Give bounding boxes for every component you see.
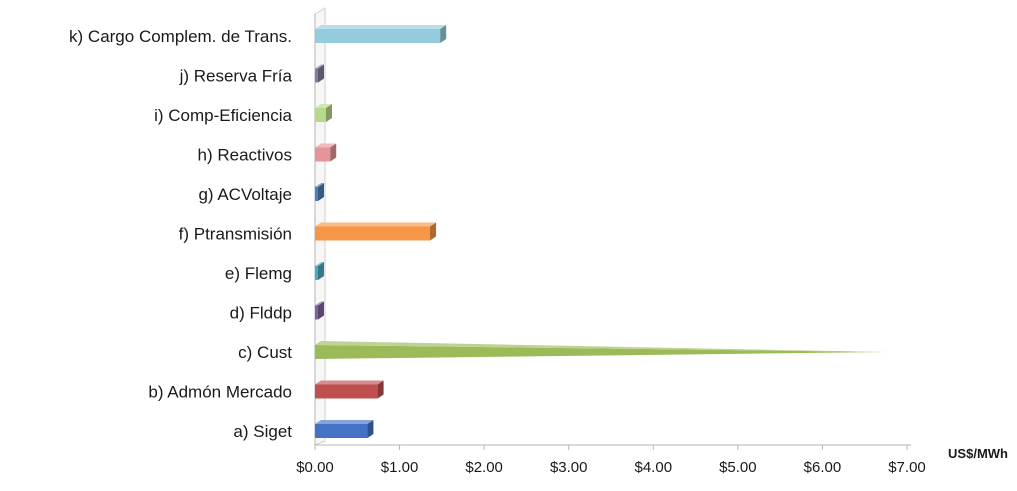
bar-front: [315, 29, 440, 43]
bar-top: [315, 420, 373, 424]
bar-front: [315, 227, 430, 241]
x-tick-label: $7.00: [888, 459, 926, 476]
category-label: f) Ptransmisión: [179, 225, 292, 244]
bar: [315, 420, 373, 438]
bar-front: [315, 187, 318, 201]
bar: [315, 25, 446, 43]
category-label: h) Reactivos: [198, 146, 292, 165]
category-label: c) Cust: [238, 343, 292, 362]
bar-front: [315, 385, 378, 399]
bar-front: [315, 266, 318, 280]
x-tick-label: $3.00: [550, 459, 588, 476]
bar: [315, 144, 336, 162]
bars-layer: [315, 25, 886, 438]
bar: [315, 381, 384, 399]
bar: [315, 104, 332, 122]
bar-front: [315, 306, 318, 320]
category-label: k) Cargo Complem. de Trans.: [69, 27, 292, 46]
category-label: d) Flddp: [230, 304, 292, 323]
category-labels: a) Siget b) Admón Mercado c) Cust d) Flddp e…: [69, 27, 293, 441]
x-tick-label: $2.00: [465, 459, 503, 476]
bar-top: [315, 381, 384, 385]
x-tick-label: $6.00: [804, 459, 842, 476]
category-label: i) Comp-Eficiencia: [154, 106, 292, 125]
bar-top: [315, 223, 436, 227]
bar-front: [315, 424, 367, 438]
bar-front: [315, 108, 326, 122]
category-label: b) Admón Mercado: [148, 383, 292, 402]
x-tick-label: $1.00: [381, 459, 419, 476]
bar-top: [315, 25, 446, 29]
category-label: a) Siget: [233, 422, 292, 441]
bar: [315, 223, 436, 241]
bar-front: [315, 148, 330, 162]
x-tick-labels: $0.00 $1.00 $2.00 $3.00 $4.00 $5.00 $6.00 $7.00: [296, 445, 926, 476]
x-tick-label: $4.00: [635, 459, 673, 476]
category-label: j) Reserva Fría: [179, 67, 293, 86]
x-tick-label: $0.00: [296, 459, 334, 476]
bar-front: [315, 69, 318, 83]
category-label: g) ACVoltaje: [198, 185, 292, 204]
category-label: e) Flemg: [225, 264, 292, 283]
bar: [315, 341, 886, 359]
x-axis-unit-label: US$/MWh: [948, 446, 1008, 461]
x-tick-label: $5.00: [719, 459, 757, 476]
